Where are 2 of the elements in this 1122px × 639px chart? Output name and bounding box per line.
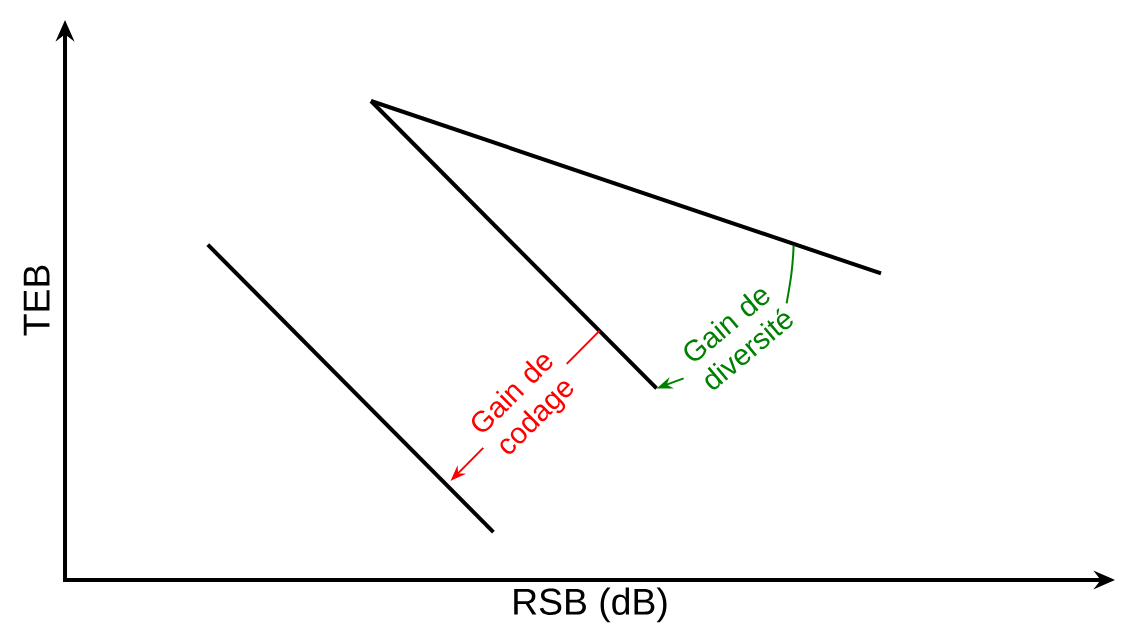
y-axis-title: TEB [23, 265, 50, 336]
x-axis-title: RSB (dB) [514, 587, 667, 623]
